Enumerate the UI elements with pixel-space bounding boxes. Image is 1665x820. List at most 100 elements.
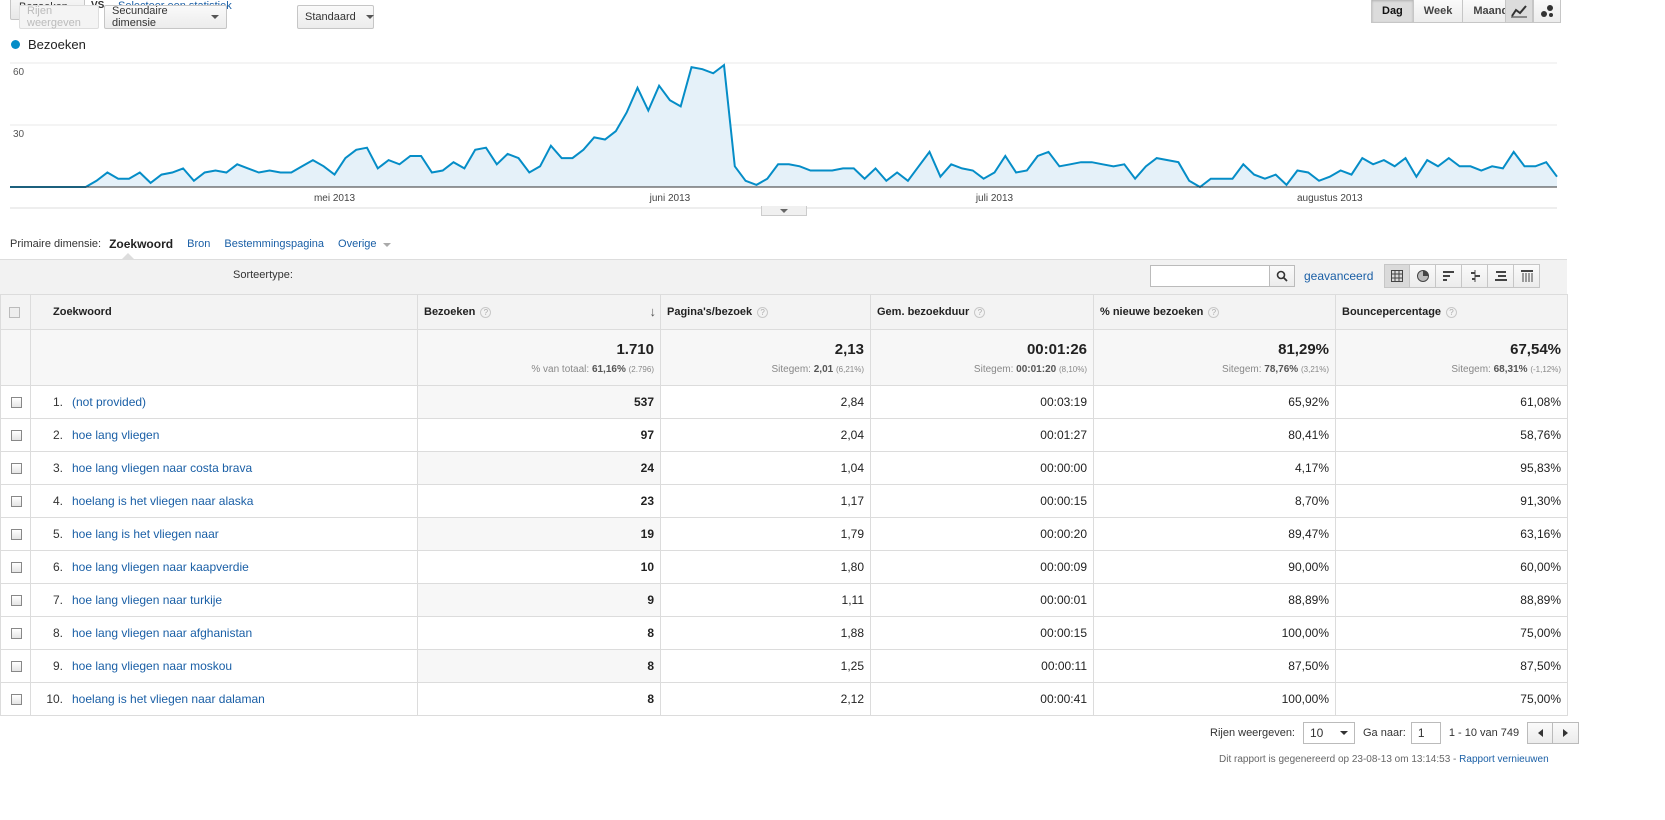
view-comparison-button[interactable] <box>1462 264 1488 288</box>
prev-page-button[interactable] <box>1527 722 1554 744</box>
col-header-bounce[interactable]: Bouncepercentage? <box>1335 294 1568 330</box>
dimension-source[interactable]: Bron <box>187 238 211 250</box>
row-checkbox[interactable] <box>11 562 22 574</box>
keyword-cell: 10. hoelang is het vliegen naar dalaman <box>30 682 418 716</box>
visits-cell: 97 <box>417 418 661 452</box>
view-pivot-button[interactable] <box>1514 264 1540 288</box>
help-icon[interactable]: ? <box>1446 306 1458 318</box>
totals-visits-value: 1.710 <box>616 340 654 358</box>
table-row: 10. hoelang is het vliegen naar dalaman 8 2… <box>0 682 1568 716</box>
keyword-link[interactable]: hoe lang vliegen naar costa brava <box>72 461 253 475</box>
totals-visits: 1.710 % van totaal: 61,16% (2.796) <box>417 329 661 386</box>
keyword-link[interactable]: hoe lang is het vliegen naar <box>72 527 219 541</box>
row-checkbox[interactable] <box>11 496 22 508</box>
bounce-cell: 60,00% <box>1335 550 1568 584</box>
pages-cell: 1,17 <box>660 484 871 518</box>
keyword-link[interactable]: hoelang is het vliegen naar alaska <box>72 494 254 508</box>
table-row: 5. hoe lang is het vliegen naar 19 1,79 00:0… <box>0 517 1568 551</box>
period-day-button[interactable]: Dag <box>1371 0 1414 23</box>
row-checkbox[interactable] <box>11 463 22 475</box>
totals-visits-sub: % van totaal: 61,16% (2.796) <box>531 363 654 375</box>
totals-duration-sub: Sitegem: 00:01:20 (8,10%) <box>973 363 1087 375</box>
goto-label: Ga naar: <box>1363 727 1406 739</box>
view-table-button[interactable] <box>1384 264 1410 288</box>
keyword-link[interactable]: hoelang is het vliegen naar dalaman <box>72 692 265 706</box>
bar-chart-icon <box>1442 271 1454 281</box>
refresh-report-link[interactable]: Rapport vernieuwen <box>1459 754 1549 765</box>
sort-type-label: Sorteertype: <box>233 269 293 281</box>
table-rows: 1. (not provided) 537 2,84 00:03:19 65,92% 61,… <box>0 385 1568 716</box>
col-header-keyword[interactable]: Zoekwoord <box>30 294 418 330</box>
keyword-link[interactable]: hoe lang vliegen naar afghanistan <box>72 626 253 640</box>
keyword-link[interactable]: hoe lang vliegen naar turkije <box>72 593 223 607</box>
new-visits-cell: 4,17% <box>1093 451 1336 485</box>
row-checkbox[interactable] <box>11 628 22 640</box>
row-number: 3. <box>52 461 63 475</box>
period-week-button[interactable]: Week <box>1413 0 1464 23</box>
chevron-down-icon <box>382 243 391 247</box>
new-visits-cell: 87,50% <box>1093 649 1336 683</box>
col-header-visits[interactable]: Bezoeken? ↓ <box>417 294 661 330</box>
legend-dot <box>11 40 20 49</box>
chevron-down-icon <box>1340 731 1348 735</box>
help-icon[interactable]: ? <box>1208 306 1220 318</box>
x-tick-label: juli 2013 <box>975 193 1014 204</box>
duration-cell: 00:00:41 <box>870 682 1094 716</box>
sort-type-select[interactable]: Standaard <box>297 5 374 29</box>
col-header-duration[interactable]: Gem. bezoekduur? <box>870 294 1094 330</box>
dimension-keyword[interactable]: Zoekwoord <box>109 237 174 251</box>
keyword-link[interactable]: hoe lang vliegen naar moskou <box>72 659 233 673</box>
select-all-checkbox[interactable] <box>9 306 20 318</box>
keyword-link[interactable]: hoe lang vliegen naar kaapverdie <box>72 560 249 574</box>
row-number: 8. <box>52 626 63 640</box>
secondary-dimension-select[interactable]: Secundaire dimensie <box>104 5 227 29</box>
series-line <box>10 63 1558 189</box>
pages-cell: 1,11 <box>660 583 871 617</box>
advanced-filter-link[interactable]: geavanceerd <box>1304 269 1374 283</box>
col-header-new-visits[interactable]: % nieuwe bezoeken? <box>1093 294 1336 330</box>
row-checkbox[interactable] <box>11 595 22 607</box>
dimension-other[interactable]: Overige <box>338 238 391 250</box>
chart-type-selector <box>1505 0 1561 23</box>
bounce-cell: 95,83% <box>1335 451 1568 485</box>
search-button[interactable] <box>1269 265 1295 287</box>
help-icon[interactable]: ? <box>480 306 492 318</box>
row-checkbox[interactable] <box>11 430 22 442</box>
table-search-input[interactable] <box>1150 265 1270 287</box>
view-performance-button[interactable] <box>1436 264 1462 288</box>
motion-chart-button[interactable] <box>1533 0 1561 23</box>
view-pie-button[interactable] <box>1410 264 1436 288</box>
line-chart-button[interactable] <box>1505 0 1533 23</box>
row-select-cell <box>0 418 31 452</box>
help-icon[interactable]: ? <box>757 306 769 318</box>
help-icon[interactable]: ? <box>974 306 986 318</box>
dimension-landing-page[interactable]: Bestemmingspagina <box>224 238 325 250</box>
col-header-pages[interactable]: Pagina's/bezoek? <box>660 294 871 330</box>
view-term-cloud-button[interactable] <box>1488 264 1514 288</box>
term-cloud-icon <box>1494 271 1507 281</box>
row-checkbox[interactable] <box>11 661 22 673</box>
visits-cell: 8 <box>417 616 661 650</box>
row-select-cell <box>0 616 31 650</box>
new-visits-cell: 8,70% <box>1093 484 1336 518</box>
rows-per-page-select[interactable]: 10 <box>1303 722 1355 744</box>
pivot-icon <box>1520 270 1533 282</box>
goto-page-input[interactable]: 1 <box>1410 722 1441 744</box>
plot-rows-button[interactable]: Rijen weergeven <box>19 5 99 29</box>
visits-cell: 9 <box>417 583 661 617</box>
pages-cell: 1,80 <box>660 550 871 584</box>
comparison-icon <box>1470 270 1480 282</box>
table-row: 9. hoe lang vliegen naar moskou 8 1,25 00:00… <box>0 649 1568 683</box>
next-page-button[interactable] <box>1553 722 1580 744</box>
totals-new-visits-value: 81,29% <box>1278 340 1329 358</box>
col-visits-label: Bezoeken <box>424 306 476 318</box>
keyword-link[interactable]: (not provided) <box>72 395 147 409</box>
row-checkbox[interactable] <box>11 529 22 541</box>
chart-collapse-handle[interactable] <box>761 206 807 216</box>
row-checkbox[interactable] <box>11 694 22 706</box>
table-row: 4. hoelang is het vliegen naar alaska 23 1,… <box>0 484 1568 518</box>
keyword-link[interactable]: hoe lang vliegen <box>72 428 160 442</box>
row-checkbox[interactable] <box>11 397 22 409</box>
bounce-cell: 88,89% <box>1335 583 1568 617</box>
table-row: 2. hoe lang vliegen 97 2,04 00:01:27 80,41% 58… <box>0 418 1568 452</box>
